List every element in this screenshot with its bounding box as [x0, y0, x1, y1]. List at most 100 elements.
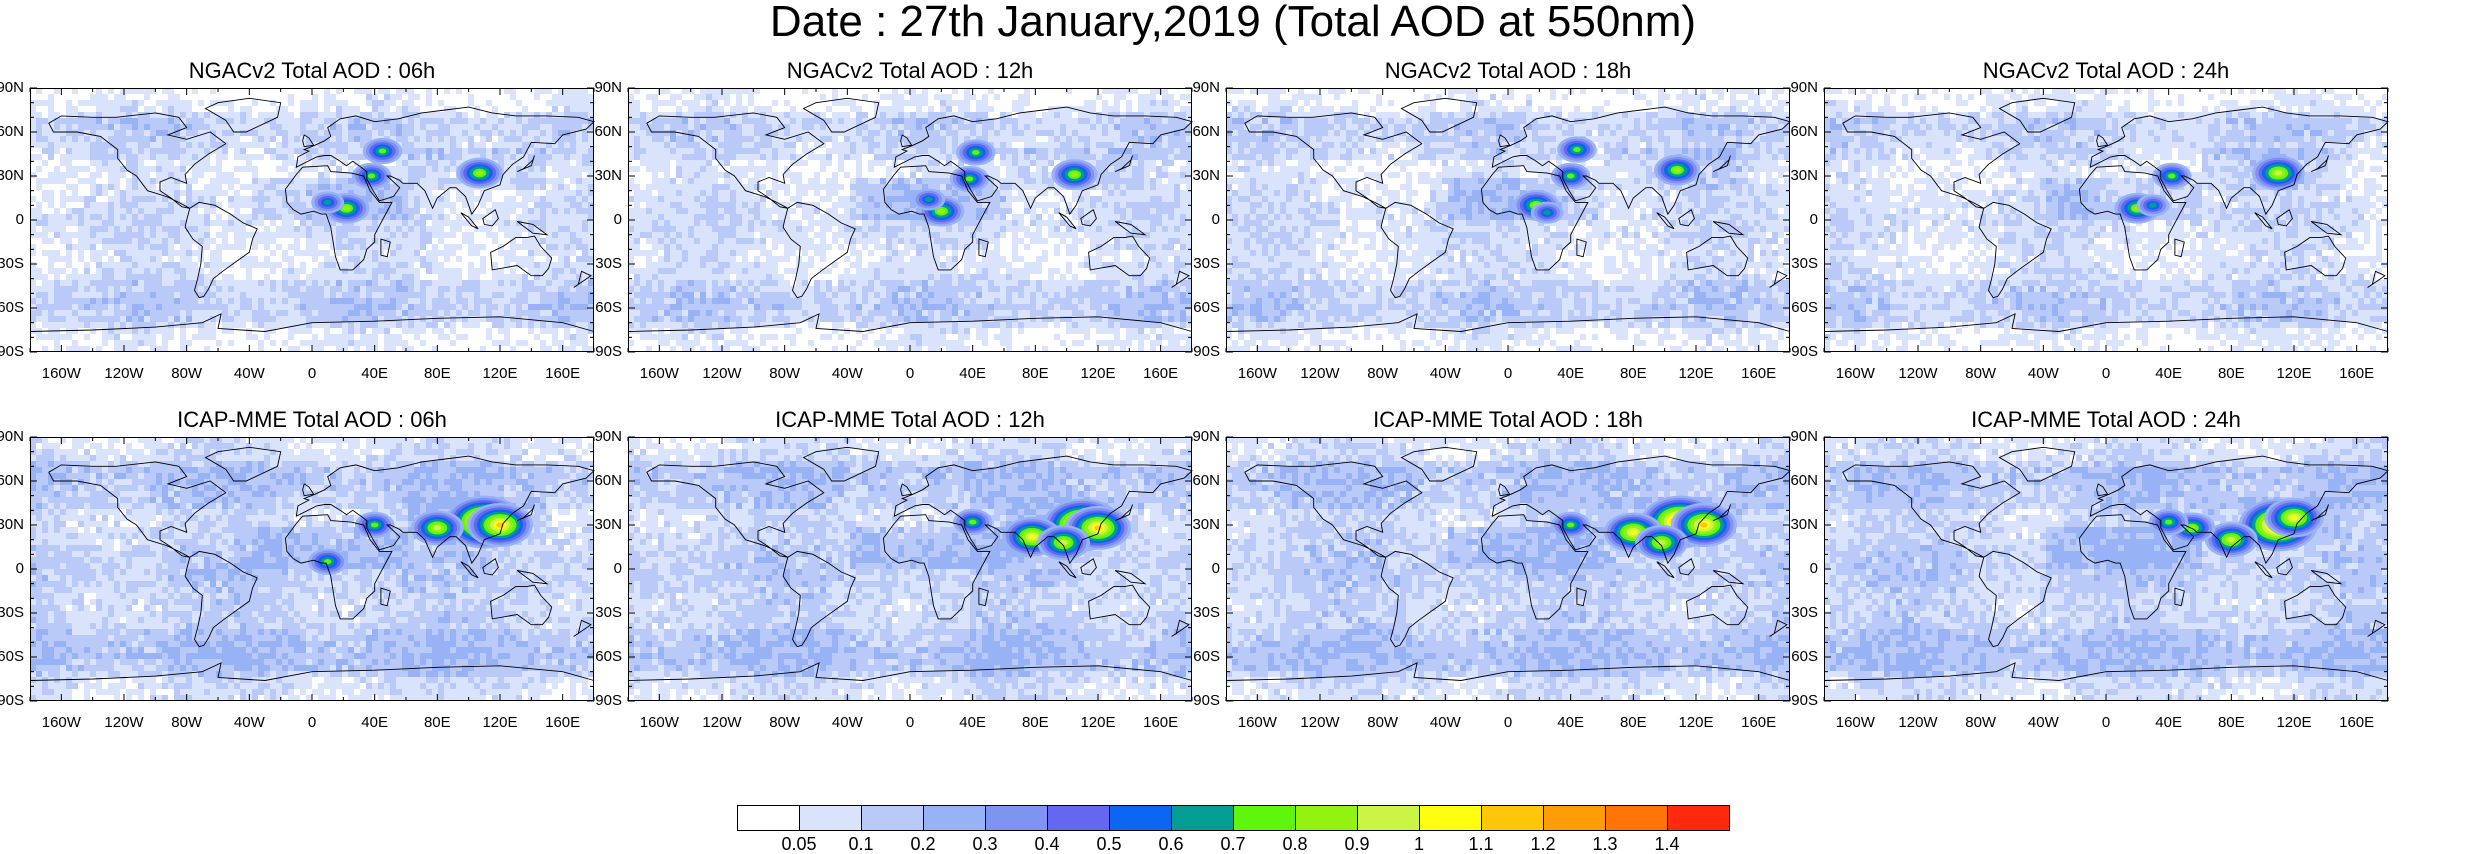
- coastline-madagascar: [978, 238, 989, 258]
- map-panel: NGACv2 Total AOD : 24h 90N 60N 30N 0 30S 60S 90…: [1790, 56, 2406, 396]
- lat-tick-label: 60S: [0, 649, 24, 665]
- lon-tick-label: 120E: [1666, 366, 1726, 382]
- colorbar-swatch: [1543, 805, 1606, 831]
- aod-hotspot: [1700, 522, 1708, 528]
- coastline-eurasia: [2089, 106, 2389, 216]
- coastline-sumatra: [1656, 212, 1675, 230]
- coastline-antarctica: [1823, 662, 2389, 681]
- map-area: 90N 60N 30N 0 30S 60S 90S 160W 120W 80W 40W 0 40E 80E…: [1192, 80, 1791, 382]
- lon-tick-label: 160E: [533, 715, 593, 731]
- lat-tick-label: 30N: [1782, 517, 1818, 533]
- lat-tick-label: 30N: [586, 168, 622, 184]
- lon-tick-label: 120W: [1888, 366, 1948, 382]
- lon-tick-label: 80E: [2201, 715, 2261, 731]
- lat-tick-label: 90N: [1184, 429, 1220, 445]
- lon-tick-label: 120W: [692, 366, 752, 382]
- coastline-new-zealand: [1769, 270, 1788, 288]
- lon-tick-label: 160E: [1131, 366, 1191, 382]
- map-panel: ICAP-MME Total AOD : 06h 90N 60N 30N 0 30S 60S…: [0, 405, 612, 745]
- lat-tick-label: 30N: [0, 517, 24, 533]
- coastline-eurasia: [1491, 455, 1791, 565]
- lon-tick-label: 40W: [219, 715, 279, 731]
- lat-tick-label: 60S: [1782, 300, 1818, 316]
- aod-hotspot: [1566, 173, 1575, 179]
- colorbar-label: 1.1: [1456, 834, 1506, 854]
- panel-title: NGACv2 Total AOD : 12h: [628, 58, 1192, 84]
- lon-tick-label: 120E: [1068, 715, 1128, 731]
- panel-title: NGACv2 Total AOD : 18h: [1226, 58, 1790, 84]
- coastline-greenland: [1400, 446, 1478, 482]
- lon-tick-label: 160E: [2327, 366, 2387, 382]
- lat-tick-label: 90N: [1184, 80, 1220, 96]
- lon-tick-label: 160W: [1227, 715, 1287, 731]
- lat-tick-label: 0: [0, 561, 24, 577]
- coastline-new-guinea: [1114, 570, 1147, 585]
- map-area: 90N 60N 30N 0 30S 60S 90S 160W 120W 80W 40W 0 40E 80E…: [0, 429, 595, 731]
- lat-tick-label: 90S: [0, 693, 24, 709]
- coastline-south-america: [1380, 201, 1454, 299]
- coastline-sumatra: [1058, 561, 1077, 579]
- lat-tick-label: 0: [0, 212, 24, 228]
- lon-tick-label: 120W: [1888, 715, 1948, 731]
- lat-tick-label: 90N: [0, 80, 24, 96]
- colorbar-swatch: [1605, 805, 1668, 831]
- colorbar-swatch: [985, 805, 1048, 831]
- coastline-south-america: [782, 201, 856, 299]
- colorbar-swatch: [1667, 805, 1730, 831]
- lat-tick-label: 60N: [586, 124, 622, 140]
- lon-tick-label: 80E: [1603, 366, 1663, 382]
- lon-tick-label: 160W: [1825, 715, 1885, 731]
- lat-tick-label: 60S: [586, 300, 622, 316]
- coastline-africa: [882, 165, 991, 271]
- lon-tick-label: 120E: [470, 366, 530, 382]
- coastline-uk: [302, 483, 315, 497]
- aod-field: [1226, 88, 1790, 352]
- panel-title: ICAP-MME Total AOD : 12h: [628, 407, 1192, 433]
- coastline-new-zealand: [1171, 270, 1190, 288]
- lat-tick-label: 90N: [586, 429, 622, 445]
- coastline-south-america: [1978, 550, 2052, 648]
- lat-tick-label: 90N: [586, 80, 622, 96]
- aod-hotspot: [1543, 210, 1551, 216]
- aod-hotspot: [2274, 170, 2283, 176]
- aod-hotspots: [952, 498, 1131, 561]
- coastline-madagascar: [2174, 587, 2185, 607]
- lon-tick-label: 40W: [1415, 366, 1475, 382]
- lon-tick-label: 80E: [1005, 366, 1065, 382]
- lon-tick-label: 160W: [629, 366, 689, 382]
- lon-tick-label: 0: [880, 366, 940, 382]
- coastline-japan: [1115, 155, 1133, 173]
- lon-tick-label: 40E: [345, 715, 405, 731]
- lon-tick-label: 160E: [1131, 715, 1191, 731]
- lon-tick-label: 80E: [1005, 715, 1065, 731]
- panel-title: ICAP-MME Total AOD : 06h: [30, 407, 594, 433]
- lon-tick-label: 40E: [943, 366, 1003, 382]
- coastline-sumatra: [1656, 561, 1675, 579]
- coastline-south-america: [782, 550, 856, 648]
- aod-field: [30, 88, 594, 352]
- coastline-australia: [1088, 235, 1151, 277]
- coastlines: [29, 97, 595, 332]
- aod-field: [30, 437, 594, 701]
- colorbar-swatch: [861, 805, 924, 831]
- colorbar-swatch: [1419, 805, 1482, 831]
- aod-hotspot: [1566, 522, 1575, 528]
- lat-tick-label: 90S: [0, 344, 24, 360]
- lon-tick-label: 0: [1478, 715, 1538, 731]
- aod-field: [628, 88, 1192, 352]
- lon-tick-label: 160W: [1227, 366, 1287, 382]
- coastline-japan: [2311, 504, 2329, 522]
- coastline-australia: [1088, 584, 1151, 626]
- colorbar-swatch: [923, 805, 986, 831]
- colorbar-swatch: [799, 805, 862, 831]
- coastline-australia: [490, 584, 553, 626]
- aod-field: [628, 437, 1192, 701]
- colorbar-swatch: [1233, 805, 1296, 831]
- lon-tick-label: 120W: [1290, 715, 1350, 731]
- lon-tick-label: 80E: [407, 366, 467, 382]
- lon-tick-label: 40E: [2139, 366, 2199, 382]
- lon-tick-label: 80W: [157, 715, 217, 731]
- coastline-japan: [1713, 155, 1731, 173]
- coastlines: [627, 446, 1193, 681]
- aod-map: [29, 436, 595, 702]
